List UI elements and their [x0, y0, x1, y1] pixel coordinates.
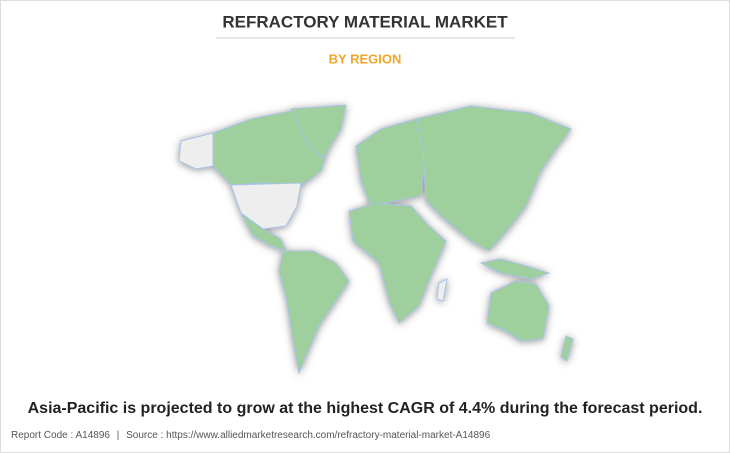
asia [415, 105, 572, 252]
united-states [230, 182, 302, 230]
source: Source : https://www.alliedmarketresearc… [126, 430, 490, 441]
europe [355, 118, 427, 207]
subtitle: BY REGION [329, 51, 402, 66]
africa [348, 202, 447, 324]
south-america [278, 250, 350, 375]
footer-text: Report Code : A14896 | Source : https://… [11, 430, 491, 441]
alaska [178, 132, 214, 170]
title: REFRACTORY MATERIAL MARKET [222, 12, 508, 31]
greenland [290, 104, 347, 160]
report-code: Report Code : A14896 [11, 430, 110, 441]
separator: | [117, 430, 120, 441]
new-zealand [560, 335, 574, 362]
indonesia [479, 258, 551, 280]
madagascar [436, 278, 448, 302]
caption: Asia-Pacific is projected to grow at the… [28, 400, 703, 417]
australia [486, 280, 550, 342]
world-map [178, 104, 574, 375]
